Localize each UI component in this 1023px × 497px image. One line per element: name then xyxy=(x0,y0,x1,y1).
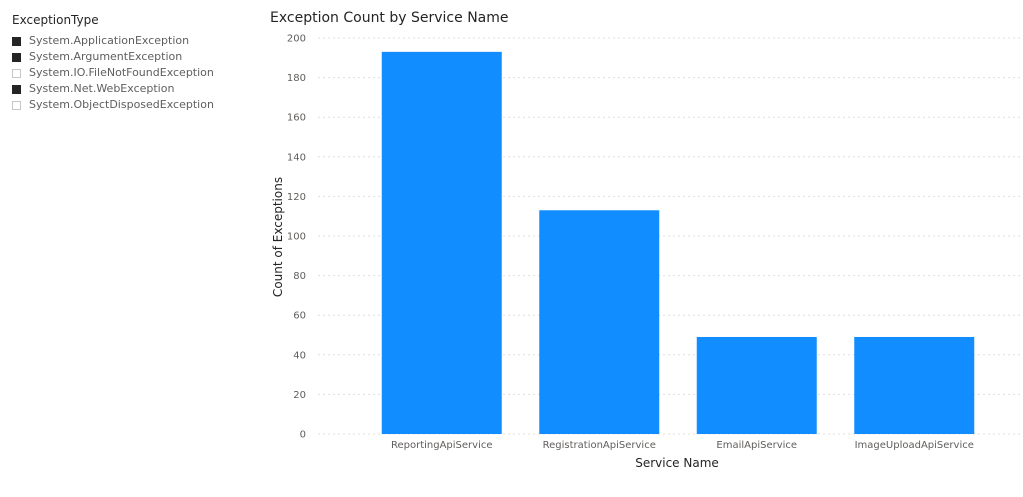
slicer-item-label: System.ObjectDisposedException xyxy=(29,98,214,111)
y-axis-ticks: 0 20 40 60 80 100 120 140 160 180 200 xyxy=(287,34,306,441)
slicer-item-label: System.IO.FileNotFoundException xyxy=(29,66,214,79)
slicer-item-web-exception[interactable]: System.Net.WebException xyxy=(12,81,242,97)
bars xyxy=(381,51,975,435)
slicer-item-label: System.Net.WebException xyxy=(29,82,175,95)
bar-ImageUploadApiService[interactable] xyxy=(854,336,975,434)
x-tick-label: RegistrationApiService xyxy=(543,440,656,451)
checkbox-icon[interactable] xyxy=(12,84,21,94)
checkbox-icon[interactable] xyxy=(12,100,21,110)
slicer-item-label: System.ArgumentException xyxy=(29,50,183,63)
slicer-item-argument-exception[interactable]: System.ArgumentException xyxy=(12,49,242,65)
x-tick-label: ImageUploadApiService xyxy=(855,440,974,451)
y-tick-label: 200 xyxy=(287,34,306,45)
y-tick-label: 20 xyxy=(293,390,306,401)
exception-type-slicer: ExceptionType System.ApplicationExceptio… xyxy=(12,12,242,113)
slicer-item-label: System.ApplicationException xyxy=(29,34,190,47)
checkbox-icon[interactable] xyxy=(12,36,21,46)
y-tick-label: 180 xyxy=(287,73,306,84)
slicer-item-object-disposed-exception[interactable]: System.ObjectDisposedException xyxy=(12,97,242,113)
x-axis-title: Service Name xyxy=(635,456,719,470)
y-axis-title: Count of Exceptions xyxy=(271,177,285,297)
slicer-title: ExceptionType xyxy=(12,13,99,27)
bar-RegistrationApiService[interactable] xyxy=(539,210,660,434)
slicer-item-application-exception[interactable]: System.ApplicationException xyxy=(12,33,242,49)
slicer-item-file-not-found-exception[interactable]: System.IO.FileNotFoundException xyxy=(12,65,242,81)
x-tick-label: ReportingApiService xyxy=(391,440,493,451)
bar-ReportingApiService[interactable] xyxy=(381,51,502,435)
y-tick-label: 60 xyxy=(293,311,306,322)
y-tick-label: 140 xyxy=(287,152,306,163)
bar-EmailApiService[interactable] xyxy=(696,336,817,434)
checkbox-icon[interactable] xyxy=(12,68,21,78)
chart-title: Exception Count by Service Name xyxy=(270,10,509,26)
y-tick-label: 80 xyxy=(293,271,306,282)
checkbox-icon[interactable] xyxy=(12,52,21,62)
y-tick-label: 160 xyxy=(287,113,306,124)
y-tick-label: 40 xyxy=(293,350,306,361)
y-tick-label: 0 xyxy=(300,430,306,441)
y-tick-label: 100 xyxy=(287,232,306,243)
x-axis-ticks: ReportingApiService RegistrationApiServic… xyxy=(391,440,974,451)
y-tick-label: 120 xyxy=(287,192,306,203)
x-tick-label: EmailApiService xyxy=(716,440,797,451)
